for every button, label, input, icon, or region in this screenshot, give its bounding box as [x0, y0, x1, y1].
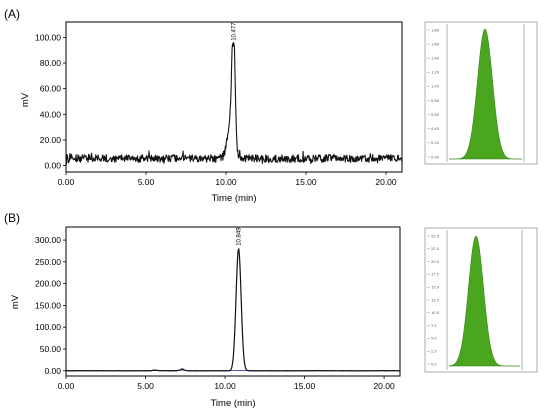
x-tick-label: 5.00 [138, 177, 155, 187]
x-tick-label: 20.00 [373, 381, 395, 391]
y-tick-label: 50.00 [40, 344, 62, 354]
panel-a-y-ticks: 0.00 20.00 40.00 60.00 80.00 100.00 [35, 32, 66, 171]
panel-a-plot-frame [65, 21, 403, 173]
panel-a-inset-peak-area [449, 28, 522, 160]
inset-tick-label: 1.60 [431, 42, 440, 46]
y-tick-label: 150.00 [35, 300, 61, 310]
panel-a-label: (A) [4, 7, 20, 21]
y-tick-label: 100.00 [35, 32, 61, 42]
panel-a-inset: 1.80 1.60 1.40 1.20 1.00 0.80 0.60 0.40 0.20 0.00 [424, 21, 538, 165]
x-tick-label: 5.00 [137, 381, 154, 391]
panel-a-series-line [65, 41, 403, 165]
y-tick-label: 200.00 [35, 279, 61, 289]
inset-tick-label: 10.0 [431, 311, 440, 315]
panel-a-y-axis-title: mV [20, 92, 31, 107]
panel-a-x-ticks: 0.00 5.00 10.00 15.00 20.00 [58, 172, 397, 187]
inset-tick-label: 0.40 [431, 127, 440, 131]
y-tick-label: 250.00 [35, 257, 61, 267]
panel-a-x-axis-title: Time (min) [211, 193, 256, 204]
y-tick-label: 100.00 [35, 322, 61, 332]
panel-a: (A) 0.00 5.00 10.00 15.00 20.00 0.00 20.00 40.… [4, 7, 538, 204]
panel-b-series-line [65, 247, 401, 372]
inset-tick-label: 1.00 [431, 85, 440, 89]
inset-tick-label: 17.5 [431, 273, 439, 277]
inset-tick-label: 2.5 [431, 350, 437, 354]
x-tick-label: 20.00 [375, 177, 397, 187]
panel-b-axes: 0.00 5.00 10.00 15.00 20.00 0.00 50.00 100.00 1… [10, 226, 401, 409]
y-tick-label: 60.00 [40, 84, 62, 94]
y-tick-label: 300.00 [35, 235, 61, 245]
inset-tick-label: 22.5 [431, 247, 439, 251]
panel-b-y-axis-title: mV [10, 294, 21, 309]
panel-b-x-ticks: 0.00 5.00 10.00 15.00 20.00 [58, 376, 395, 391]
x-tick-label: 0.00 [58, 381, 75, 391]
inset-tick-label: 1.80 [431, 28, 440, 32]
inset-tick-label: 0.20 [431, 141, 440, 145]
panel-b-inset: 25.0 22.5 20.0 17.5 15.0 12.5 10.0 7.5 5.0 2.5 0.0 [424, 227, 538, 373]
panel-a-peak-label: 10.477 [232, 22, 238, 41]
panel-a-inset-ticks: 1.80 1.60 1.40 1.20 1.00 0.80 0.60 0.40 0.20 0.00 [427, 28, 440, 159]
inset-tick-label: 7.5 [431, 324, 437, 328]
inset-tick-label: 0.80 [431, 99, 440, 103]
inset-tick-label: 20.0 [431, 260, 440, 264]
inset-tick-label: 12.5 [431, 298, 439, 302]
inset-tick-label: 25.0 [431, 234, 440, 238]
panel-b-x-axis-title: Time (min) [210, 398, 255, 409]
inset-tick-label: 0.0 [431, 362, 437, 366]
x-tick-label: 15.00 [295, 177, 317, 187]
inset-tick-label: 1.20 [431, 71, 440, 75]
panel-b: (B) 0.00 5.00 10.00 15.00 20.00 0.00 50.00 100… [4, 211, 538, 409]
inset-tick-label: 1.40 [431, 57, 440, 61]
y-tick-label: 80.00 [40, 58, 62, 68]
inset-tick-label: 5.0 [431, 337, 437, 341]
y-tick-label: 0.00 [44, 161, 61, 171]
panel-a-axes: 0.00 5.00 10.00 15.00 20.00 0.00 20.00 40.00 60… [20, 21, 403, 204]
panel-b-plot-frame [65, 226, 401, 377]
panel-b-inset-ticks: 25.0 22.5 20.0 17.5 15.0 12.5 10.0 7.5 5.0 2.5 0.0 [427, 234, 440, 366]
x-tick-label: 0.00 [58, 177, 75, 187]
x-tick-label: 10.00 [215, 177, 237, 187]
y-tick-label: 20.00 [40, 135, 62, 145]
panel-b-peak-label: 10.849 [237, 227, 243, 246]
y-tick-label: 40.00 [40, 109, 62, 119]
inset-tick-label: 15.0 [431, 286, 440, 290]
panel-b-y-ticks: 0.00 50.00 100.00 150.00 200.00 250.00 300.00 [35, 235, 66, 376]
panel-b-inset-peak-area [448, 235, 520, 367]
panel-b-label: (B) [4, 211, 20, 225]
inset-tick-label: 0.60 [431, 113, 440, 117]
y-tick-label: 0.00 [44, 366, 61, 376]
x-tick-label: 15.00 [294, 381, 316, 391]
x-tick-label: 10.00 [214, 381, 236, 391]
inset-tick-label: 0.00 [431, 155, 440, 159]
